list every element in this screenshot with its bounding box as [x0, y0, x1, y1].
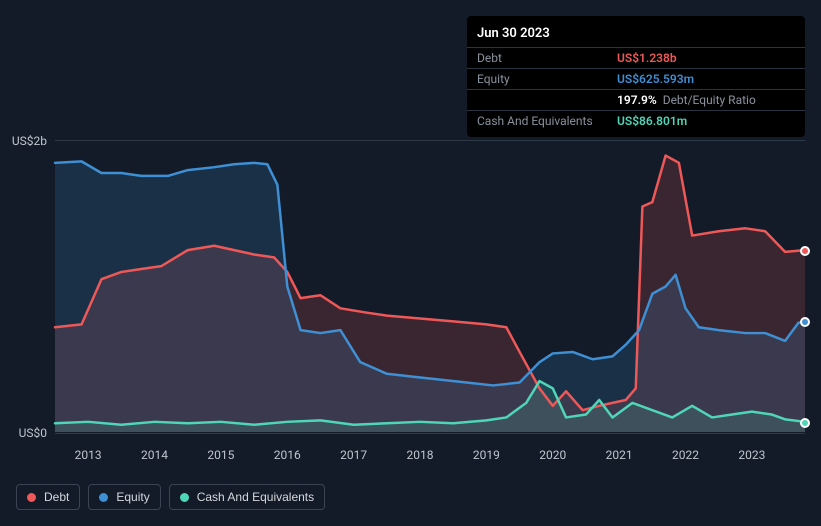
legend-dot-icon: [180, 493, 189, 502]
tooltip-label: Debt: [477, 51, 617, 65]
x-axis-label: 2015: [207, 448, 234, 462]
legend-label: Debt: [44, 490, 69, 504]
tooltip-value: 197.9%: [617, 93, 657, 107]
tooltip-row: Cash And EquivalentsUS$86.801m: [467, 110, 805, 131]
legend-dot-icon: [27, 493, 36, 502]
chart-legend: Debt Equity Cash And Equivalents: [16, 484, 325, 510]
tooltip-suffix: Debt/Equity Ratio: [663, 93, 756, 107]
x-axis-label: 2020: [539, 448, 566, 462]
tooltip-label: Cash And Equivalents: [477, 114, 617, 128]
legend-item-equity[interactable]: Equity: [88, 484, 160, 510]
x-axis-label: 2016: [274, 448, 301, 462]
y-axis-label: US$2b: [12, 134, 55, 148]
x-axis-label: 2021: [606, 448, 633, 462]
tooltip-row: 197.9% Debt/Equity Ratio: [467, 89, 805, 110]
tooltip-row: EquityUS$625.593m: [467, 68, 805, 89]
tooltip-date: Jun 30 2023: [467, 22, 805, 47]
x-axis-label: 2022: [672, 448, 699, 462]
tooltip-label: Equity: [477, 72, 617, 86]
chart-svg: [55, 141, 805, 432]
legend-dot-icon: [99, 493, 108, 502]
gridline: [55, 433, 805, 434]
legend-label: Cash And Equivalents: [197, 490, 314, 504]
hover-marker-debt: [800, 246, 810, 256]
x-axis-label: 2013: [75, 448, 102, 462]
x-axis-label: 2019: [473, 448, 500, 462]
hover-marker-equity: [800, 317, 810, 327]
y-axis-label: US$0: [19, 426, 55, 440]
legend-item-cash[interactable]: Cash And Equivalents: [169, 484, 325, 510]
tooltip-row: DebtUS$1.238b: [467, 47, 805, 68]
x-axis: 2013 2014 2015 2016 2017 2018 2019 2020 2021 2022…: [55, 448, 805, 466]
hover-marker-cash: [800, 418, 810, 428]
x-axis-label: 2017: [340, 448, 367, 462]
x-axis-label: 2023: [738, 448, 765, 462]
tooltip-value: US$625.593m: [617, 72, 694, 86]
chart-container: Jun 30 2023 DebtUS$1.238bEquityUS$625.59…: [0, 0, 821, 526]
legend-label: Equity: [116, 490, 149, 504]
chart-tooltip: Jun 30 2023 DebtUS$1.238bEquityUS$625.59…: [467, 16, 805, 137]
tooltip-value: US$86.801m: [617, 114, 687, 128]
x-axis-label: 2014: [141, 448, 168, 462]
x-axis-label: 2018: [407, 448, 434, 462]
tooltip-value: US$1.238b: [617, 51, 677, 65]
plot-area[interactable]: US$2bUS$0: [55, 140, 805, 432]
legend-item-debt[interactable]: Debt: [16, 484, 80, 510]
